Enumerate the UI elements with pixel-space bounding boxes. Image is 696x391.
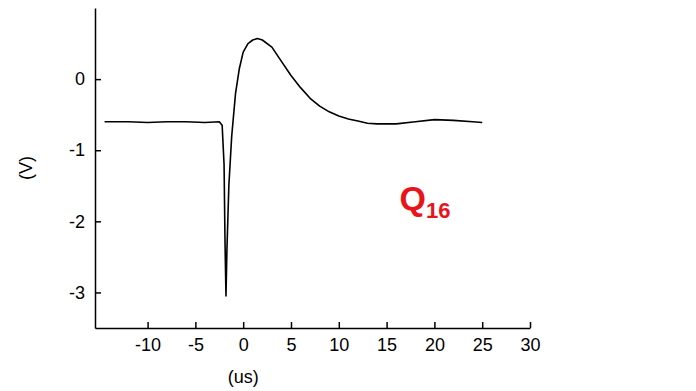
x-tick-label: 5 [286, 335, 296, 355]
y-tick-label: 0 [75, 69, 85, 89]
x-axis-line [96, 328, 531, 330]
y-tick-mark [95, 221, 101, 223]
x-axis-title: (us) [228, 367, 259, 387]
x-tick-label: 20 [425, 335, 445, 355]
x-tick-label: 30 [520, 335, 540, 355]
x-tick: 15 [377, 322, 397, 355]
x-tick-mark [195, 322, 197, 328]
x-tick-mark [530, 322, 532, 328]
x-tick-mark [482, 322, 484, 328]
marks [105, 39, 483, 296]
x-tick: -10 [135, 322, 161, 355]
x-tick-mark [243, 322, 245, 328]
x-tick: 20 [425, 322, 445, 355]
y-tick-label: -3 [69, 283, 85, 303]
x-tick-label: 25 [473, 335, 493, 355]
y-tick: -3 [69, 283, 101, 303]
x-tick: 25 [473, 322, 493, 355]
x-tick: 0 [239, 322, 249, 355]
x-tick-mark [339, 322, 341, 328]
y-tick: -1 [69, 140, 101, 160]
y-tick-label: -1 [69, 140, 85, 160]
trace [105, 39, 483, 296]
y-tick-mark [95, 292, 101, 294]
y-tick: -2 [69, 212, 101, 232]
plot: -10-5051015202530-3-2-10 [69, 9, 541, 355]
x-tick-mark [147, 322, 149, 328]
x-tick: 10 [329, 322, 349, 355]
x-tick-mark [386, 322, 388, 328]
x-tick-label: -10 [135, 335, 161, 355]
x-axis: -10 -5 0 5 10 15 20 25 30 [96, 322, 541, 355]
chart: -10-5051015202530-3-2-10(V)(us)Q16 [0, 0, 696, 391]
y-axis-line [95, 9, 97, 329]
y-tick-mark [95, 79, 101, 81]
x-tick-label: 10 [329, 335, 349, 355]
y-axis-title: (V) [16, 156, 36, 180]
x-tick: 5 [286, 322, 296, 355]
y-tick: 0 [75, 69, 101, 89]
x-tick-mark [434, 322, 436, 328]
y-tick-mark [95, 150, 101, 152]
x-tick-label: 0 [239, 335, 249, 355]
x-tick: -5 [188, 322, 204, 355]
x-tick-label: -5 [188, 335, 204, 355]
x-tick: 30 [520, 322, 540, 355]
x-tick-mark [291, 322, 293, 328]
y-tick-label: -2 [69, 212, 85, 232]
x-tick-label: 15 [377, 335, 397, 355]
annotation: Q16 [400, 179, 451, 223]
y-axis: -3 -2 -1 0 [69, 9, 101, 329]
